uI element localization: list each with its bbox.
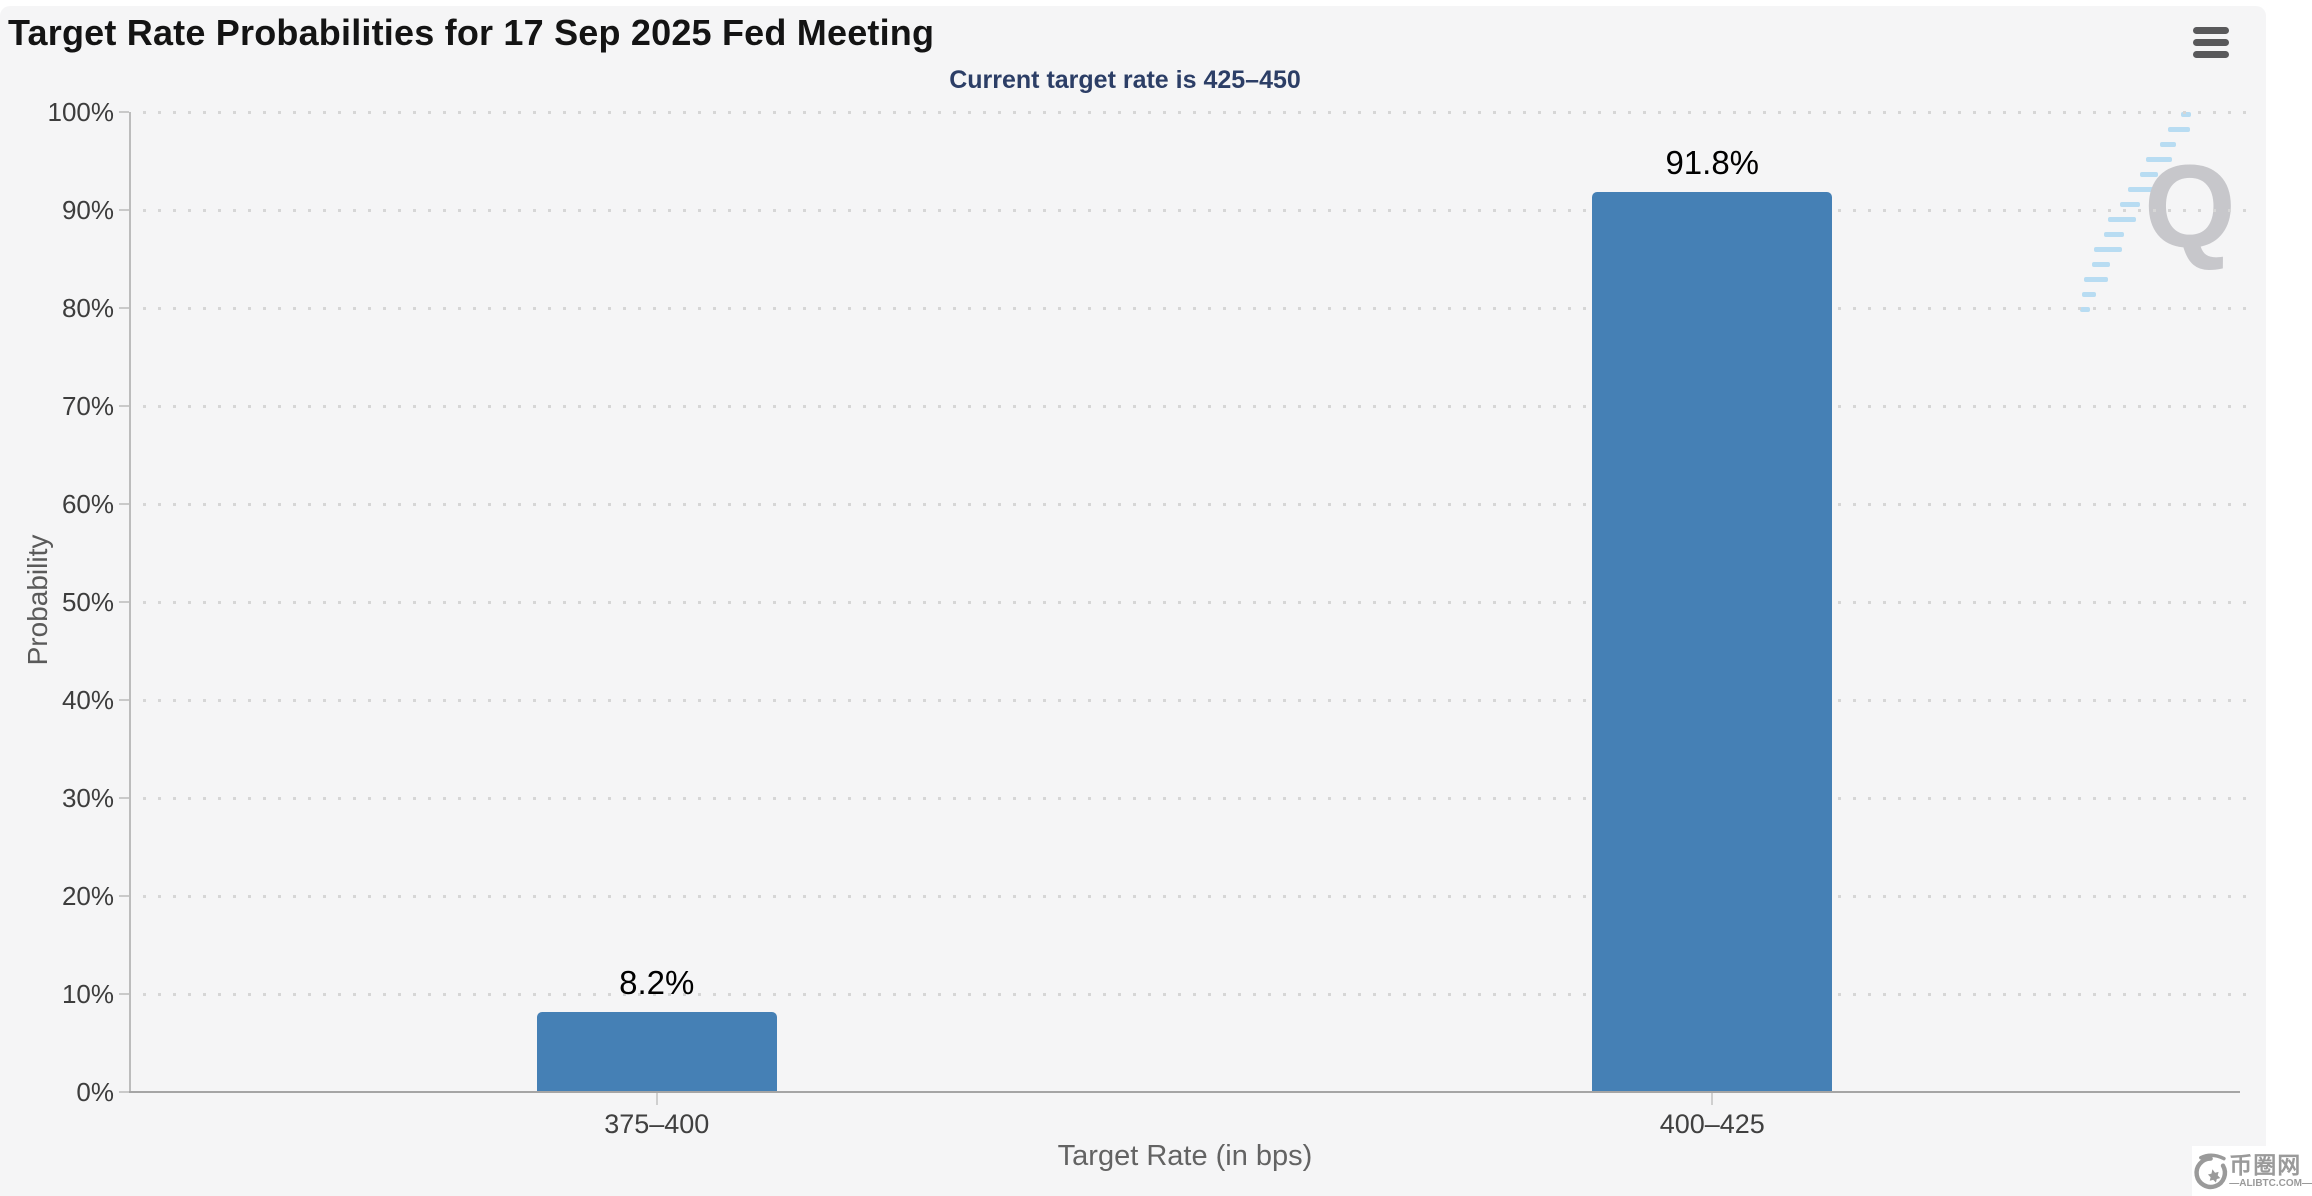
chart-title: Target Rate Probabilities for 17 Sep 202… (8, 12, 935, 53)
y-axis-tick (119, 797, 129, 799)
chart-subtitle: Current target rate is 425–450 (949, 66, 1301, 94)
x-axis-title: Target Rate (in bps) (1057, 1140, 1313, 1172)
y-gridline (143, 503, 2252, 506)
y-axis-tick (119, 993, 129, 995)
y-axis-tick (119, 699, 129, 701)
y-axis-line (129, 112, 131, 1092)
x-axis-category-label: 375–400 (604, 1109, 710, 1139)
y-axis-tick (119, 895, 129, 897)
bar-value-label: 8.2% (619, 963, 695, 1001)
y-axis-tick-label: 0% (76, 1077, 114, 1107)
y-axis-tick-label: 30% (61, 783, 114, 813)
y-gridline (143, 111, 2252, 114)
y-axis-tick-label: 50% (61, 587, 114, 617)
y-axis-tick-label: 80% (61, 293, 114, 323)
y-axis-tick (119, 111, 129, 113)
site-watermark: 币圈网 —ALIBTC.COM— (2192, 1146, 2312, 1196)
y-gridline (143, 601, 2252, 604)
hamburger-icon (2193, 39, 2229, 46)
y-gridline (143, 699, 2252, 702)
y-axis-tick (119, 503, 129, 505)
y-gridline (143, 209, 2252, 212)
y-gridline (143, 405, 2252, 408)
page-background-strip (2266, 0, 2312, 1196)
y-gridline (143, 797, 2252, 800)
x-axis-tick (655, 1093, 658, 1105)
y-gridline (143, 895, 2252, 898)
site-watermark-url: —ALIBTC.COM— (2229, 1177, 2312, 1189)
y-axis-tick (119, 405, 129, 407)
quikstrike-q-letter: Q (2144, 141, 2236, 273)
y-axis-title: Probability (22, 534, 53, 666)
y-axis-tick-label: 90% (61, 195, 114, 225)
y-gridline (143, 993, 2252, 996)
quikstrike-watermark-icon: Q (2080, 112, 2236, 312)
y-axis-tick-label: 40% (61, 685, 114, 715)
bar-375–400[interactable] (536, 1011, 777, 1091)
chart-context-menu-button[interactable] (2193, 27, 2229, 60)
y-axis-tick-label: 20% (61, 881, 114, 911)
y-axis-tick-label: 10% (61, 979, 114, 1009)
x-axis-line (129, 1091, 2240, 1093)
y-axis-tick-label: 70% (61, 391, 114, 421)
y-axis-tick (119, 601, 129, 603)
y-gridline (143, 307, 2252, 310)
y-axis-tick (119, 307, 129, 309)
hamburger-icon (2193, 27, 2229, 34)
x-axis-tick (1711, 1093, 1714, 1105)
hamburger-icon (2193, 51, 2229, 58)
y-axis-tick-label: 60% (61, 489, 114, 519)
bar-400–425[interactable] (1592, 192, 1833, 1091)
site-watermark-name: 币圈网 (2229, 1151, 2302, 1178)
bar-value-label: 91.8% (1665, 144, 1760, 182)
x-axis-category-label: 400–425 (1659, 1109, 1765, 1139)
y-axis-tick-label: 100% (47, 97, 115, 127)
y-axis-tick (119, 209, 129, 211)
site-logo-icon (2194, 1153, 2228, 1190)
y-axis-tick (119, 1091, 129, 1093)
